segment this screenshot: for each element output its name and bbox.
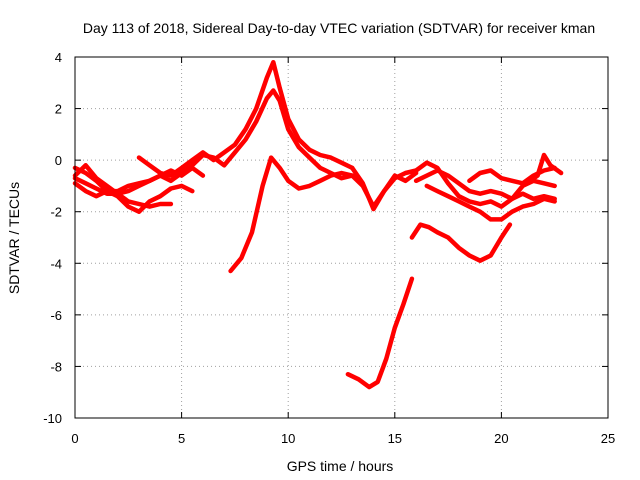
series-track-8 bbox=[409, 222, 513, 263]
series-track-9 bbox=[349, 160, 557, 212]
x-tick-label: 10 bbox=[281, 431, 295, 446]
y-axis-label: SDTVAR / TECUs bbox=[6, 182, 22, 294]
x-tick-label: 15 bbox=[388, 431, 402, 446]
y-tick-label: -4 bbox=[50, 256, 62, 271]
series-track-13 bbox=[524, 152, 564, 186]
x-tick-label: 0 bbox=[71, 431, 78, 446]
y-tick-label: -2 bbox=[50, 205, 62, 220]
data-layer bbox=[72, 59, 564, 390]
y-tick-label: 2 bbox=[55, 102, 62, 117]
series-track-3 bbox=[72, 163, 174, 209]
y-tick-label: -10 bbox=[43, 411, 62, 426]
x-tick-label: 5 bbox=[178, 431, 185, 446]
y-tick-label: 0 bbox=[55, 153, 62, 168]
x-tick-label: 25 bbox=[601, 431, 615, 446]
y-tick-label: 4 bbox=[55, 50, 62, 65]
x-axis-label: GPS time / hours bbox=[287, 458, 394, 474]
y-tick-label: -6 bbox=[50, 308, 62, 323]
plot-frame bbox=[74, 56, 609, 419]
y-tick-label: -8 bbox=[50, 359, 62, 374]
series-track-6 bbox=[228, 155, 419, 274]
series-track-2 bbox=[72, 181, 195, 214]
series-track-4 bbox=[72, 88, 355, 196]
chart-title: Day 113 of 2018, Sidereal Day-to-day VTE… bbox=[83, 20, 595, 36]
series-track-7 bbox=[345, 276, 415, 390]
x-tick-label: 20 bbox=[494, 431, 508, 446]
series-track-11 bbox=[424, 183, 557, 222]
grid bbox=[75, 57, 608, 418]
series-track-5 bbox=[136, 59, 355, 178]
